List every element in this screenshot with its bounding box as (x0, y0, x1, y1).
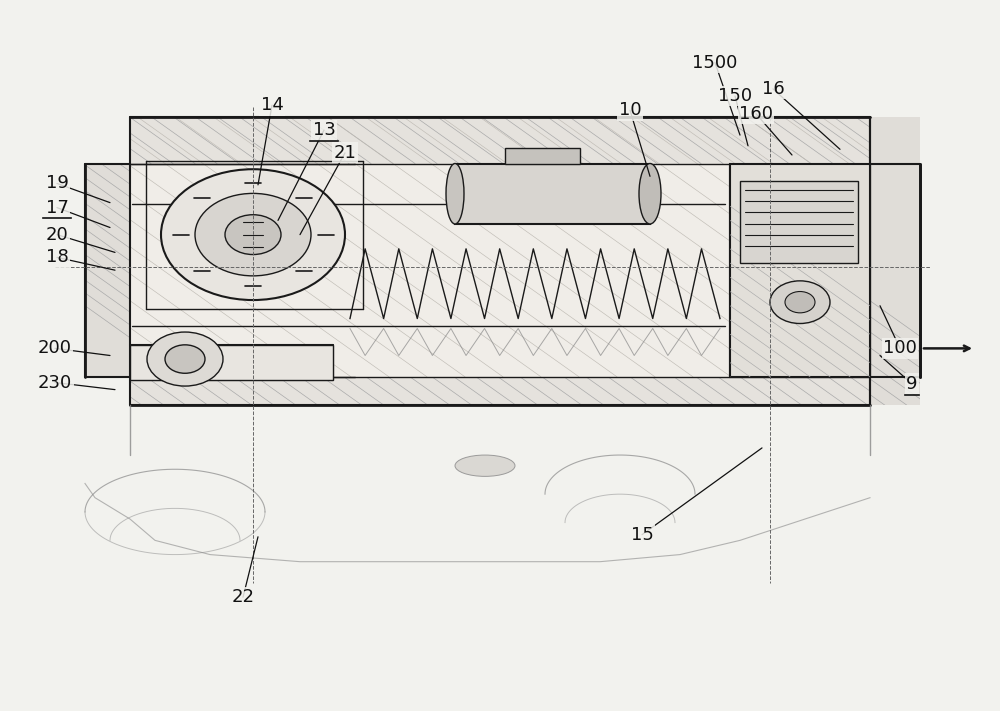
Circle shape (161, 169, 345, 300)
Ellipse shape (455, 455, 515, 476)
Text: 21: 21 (334, 144, 356, 162)
Circle shape (770, 281, 830, 324)
Text: 1500: 1500 (692, 53, 738, 72)
Text: 150: 150 (718, 87, 752, 105)
Text: 160: 160 (739, 105, 773, 123)
Bar (730, 164, 870, 377)
Text: 15: 15 (631, 525, 653, 544)
Bar (740, 181, 858, 263)
Circle shape (225, 215, 281, 255)
Circle shape (147, 332, 223, 386)
Text: 9: 9 (906, 375, 918, 393)
Bar (85, 164, 130, 377)
Circle shape (785, 292, 815, 313)
Text: 20: 20 (46, 225, 68, 244)
Bar (505, 148, 580, 164)
Bar (870, 117, 920, 405)
Text: 17: 17 (46, 198, 68, 217)
Text: 100: 100 (883, 339, 917, 358)
Bar (130, 345, 333, 380)
Text: 18: 18 (46, 248, 68, 267)
Bar (130, 164, 730, 377)
Bar (130, 377, 870, 405)
Text: 16: 16 (762, 80, 784, 98)
Text: 22: 22 (232, 588, 254, 606)
Text: 230: 230 (38, 373, 72, 392)
Text: 14: 14 (261, 96, 283, 114)
Bar (455, 164, 650, 224)
Text: 10: 10 (619, 101, 641, 119)
Text: 19: 19 (46, 174, 68, 193)
Ellipse shape (446, 164, 464, 224)
Bar (130, 117, 870, 164)
Circle shape (165, 345, 205, 373)
Text: 200: 200 (38, 339, 72, 358)
Text: 13: 13 (313, 121, 335, 139)
Circle shape (195, 193, 311, 276)
Ellipse shape (639, 164, 661, 224)
